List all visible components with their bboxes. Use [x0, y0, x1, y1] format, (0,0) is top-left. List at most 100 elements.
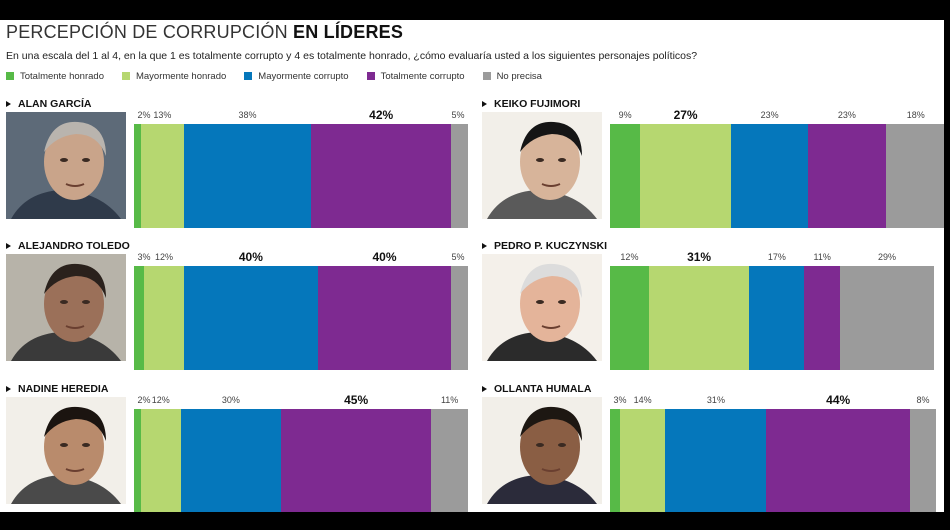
- triangle-bullet-icon: [482, 243, 487, 249]
- value-label: 2%: [137, 110, 151, 120]
- bar-segment: [610, 124, 641, 228]
- value-label: 45%: [344, 393, 369, 407]
- leader-photo: [6, 397, 126, 504]
- leader-panel: KEIKO FUJIMORI 9% 27% 23% 23% 18%: [482, 98, 944, 238]
- value-label: 9%: [618, 110, 632, 120]
- value-label: 42%: [369, 108, 394, 122]
- leader-panel: NADINE HEREDIA 2% 12% 30% 45% 11%: [6, 383, 474, 512]
- legend-item: Mayormente honrado: [121, 70, 227, 82]
- leader-name-text: OLLANTA HUMALA: [494, 383, 592, 395]
- leader-panel: ALAN GARCÍA 2% 13% 38% 42% 5%: [6, 98, 474, 238]
- bar-segment: [730, 124, 809, 228]
- legend-swatch: [482, 72, 491, 80]
- value-label: 14%: [633, 395, 652, 405]
- chart-subtitle: En una escala del 1 al 4, en la que 1 es…: [6, 50, 698, 62]
- bar-segment: [909, 409, 936, 512]
- bar-segment: [134, 124, 141, 228]
- triangle-bullet-icon: [6, 243, 11, 249]
- leader-name-text: PEDRO P. KUCZYNSKI: [494, 240, 607, 252]
- value-label: 17%: [767, 252, 786, 262]
- bar-segment: [140, 409, 181, 512]
- bar-segment: [766, 409, 910, 512]
- legend-item: Totalmente corrupto: [366, 70, 465, 82]
- leader-photo: [6, 254, 126, 361]
- value-label: 3%: [613, 395, 627, 405]
- bar-segment: [610, 266, 649, 370]
- leader-name-text: KEIKO FUJIMORI: [494, 98, 581, 110]
- bar-segment: [180, 409, 281, 512]
- leader-panel: ALEJANDRO TOLEDO 3% 12% 40% 40% 5%: [6, 240, 474, 380]
- bar-segment: [610, 409, 620, 512]
- bar-segment: [749, 266, 805, 370]
- leader-panel: PEDRO P. KUCZYNSKI 12% 31% 17% 11% 29%: [482, 240, 944, 380]
- bar-segment: [648, 266, 750, 370]
- legend-swatch: [6, 72, 14, 80]
- bar-segment: [184, 124, 311, 228]
- legend: Totalmente honrado Mayormente honrado Mayo…: [6, 69, 560, 83]
- stacked-bar: 3% 12% 40% 40% 5%: [134, 250, 468, 370]
- value-label: 12%: [155, 252, 174, 262]
- value-label: 8%: [916, 395, 930, 405]
- infographic-canvas: PERCEPCIÓN DE CORRUPCIÓN EN LÍDERES En u…: [0, 20, 944, 512]
- stacked-bar: 2% 13% 38% 42% 5%: [134, 108, 468, 228]
- legend-swatch: [244, 72, 253, 80]
- bar-segment: [134, 266, 145, 370]
- chart-title: PERCEPCIÓN DE CORRUPCIÓN EN LÍDERES: [6, 22, 403, 43]
- legend-label: Totalmente corrupto: [380, 70, 465, 82]
- bar-segment: [184, 266, 318, 370]
- value-label: 31%: [706, 395, 725, 405]
- title-bold-part: EN LÍDERES: [293, 22, 404, 42]
- stacked-bar: 9% 27% 23% 23% 18%: [610, 108, 944, 228]
- leader-name: PEDRO P. KUCZYNSKI: [482, 240, 607, 252]
- bar-segment: [808, 124, 886, 228]
- title-light-part: PERCEPCIÓN DE CORRUPCIÓN: [6, 22, 288, 42]
- stacked-bar: 12% 31% 17% 11% 29%: [610, 250, 934, 370]
- legend-label: Mayormente honrado: [135, 70, 227, 82]
- value-label: 13%: [153, 110, 172, 120]
- legend-item: Mayormente corrupto: [244, 70, 349, 82]
- leader-name: KEIKO FUJIMORI: [482, 98, 580, 110]
- bar-segment: [619, 409, 666, 512]
- bar-segment: [311, 124, 452, 228]
- triangle-bullet-icon: [6, 386, 11, 392]
- bar-segment: [840, 266, 934, 370]
- leader-photo: [6, 112, 126, 219]
- legend-item: Totalmente honrado: [6, 71, 104, 82]
- legend-swatch: [121, 72, 130, 80]
- value-label: 5%: [451, 110, 465, 120]
- value-label: 3%: [137, 252, 151, 262]
- bar-segment: [140, 124, 185, 228]
- value-label: 18%: [906, 110, 925, 120]
- bar-segment: [804, 266, 841, 370]
- value-label: 11%: [440, 395, 459, 405]
- bar-segment: [640, 124, 731, 228]
- bar-segment: [280, 409, 432, 512]
- leader-name-text: ALEJANDRO TOLEDO: [18, 240, 130, 252]
- leader-photo: [482, 254, 602, 361]
- value-label: 30%: [221, 395, 240, 405]
- bar-segment: [451, 124, 468, 228]
- value-label: 38%: [238, 110, 257, 120]
- legend-label: Mayormente corrupto: [258, 70, 349, 82]
- bar-segment: [431, 409, 468, 512]
- leader-name-text: NADINE HEREDIA: [18, 383, 109, 395]
- stacked-bar: 2% 12% 30% 45% 11%: [134, 393, 468, 512]
- triangle-bullet-icon: [482, 101, 487, 107]
- leader-name: ALAN GARCÍA: [6, 98, 92, 110]
- bar-segment: [317, 266, 452, 370]
- value-label: 23%: [837, 110, 856, 120]
- leader-photo: [482, 397, 602, 504]
- legend-label: Totalmente honrado: [20, 70, 104, 82]
- value-label: 27%: [673, 108, 698, 122]
- value-label: 29%: [878, 252, 897, 262]
- value-label: 31%: [687, 250, 712, 264]
- value-label: 40%: [238, 250, 263, 264]
- bar-segment: [451, 266, 468, 370]
- leader-photo: [482, 112, 602, 219]
- bar-segment: [134, 409, 141, 512]
- value-label: 12%: [620, 252, 639, 262]
- leader-name: ALEJANDRO TOLEDO: [6, 240, 130, 252]
- bar-segment: [885, 124, 944, 228]
- leader-name: OLLANTA HUMALA: [482, 383, 591, 395]
- value-label: 23%: [760, 110, 779, 120]
